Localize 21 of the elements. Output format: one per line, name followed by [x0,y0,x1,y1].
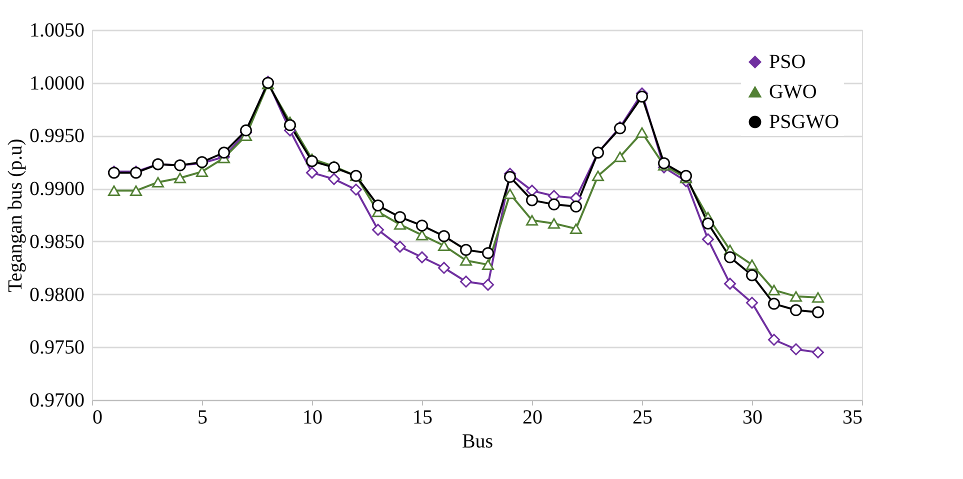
x-tick-label: 10 [302,406,322,428]
y-tick-label: 0.9750 [30,336,84,359]
y-tick-label: 0.9950 [30,125,84,148]
x-axis-title: Bus [462,430,494,452]
x-tick-label: 15 [412,406,432,428]
y-axis-title: Tegangan bus (p.u) [4,138,26,292]
y-tick-label: 0.9900 [30,178,84,200]
y-tick-label: 0.9700 [30,390,84,412]
y-tick-label: 0.9850 [30,230,84,253]
x-tick-label: 35 [842,406,862,428]
y-tick-label: 1.0050 [30,20,84,42]
legend-label: GWO [769,81,817,103]
legend-label: PSGWO [769,111,840,133]
x-tick-label: 20 [522,406,542,428]
y-tick-label: 0.9800 [30,284,84,306]
x-tick-label: 0 [92,406,102,428]
x-tick-label: 5 [198,406,208,428]
legend-label: PSO [769,51,806,73]
x-tick-label: 30 [742,406,762,428]
y-tick-label: 1.0000 [30,72,84,94]
x-tick-label: 25 [632,406,652,428]
